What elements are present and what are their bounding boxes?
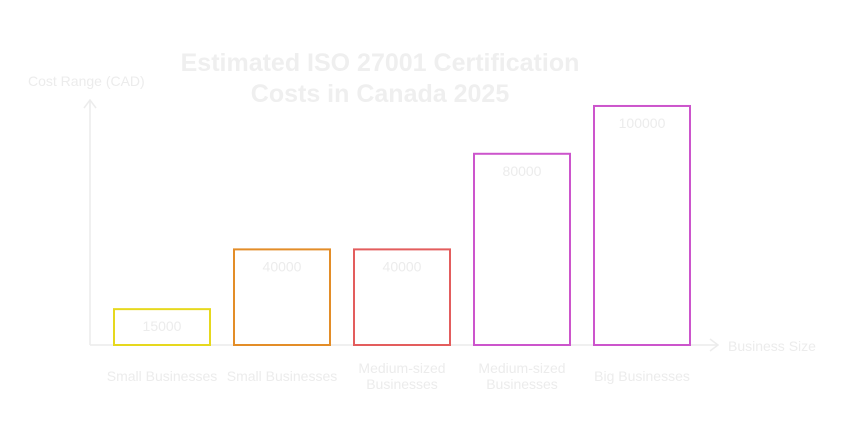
x-tick-label: Medium-sized Businesses [478,360,566,392]
bar [233,248,331,346]
x-axis-label: Business Size [728,338,816,354]
value-label: 80000 [503,163,542,179]
value-label: 40000 [263,258,302,274]
x-axis-arrow [709,338,720,352]
value-label: 15000 [143,318,182,334]
y-axis-label: Cost Range (CAD) [28,73,145,89]
x-tick-label: Big Businesses [594,368,690,384]
x-tick-label: Small Businesses [226,368,338,384]
value-label: 100000 [619,115,666,131]
x-tick-label: Medium-sized Businesses [358,360,446,392]
bar [353,248,451,346]
y-axis-arrow [83,98,97,109]
chart-title: Estimated ISO 27001 Certification Costs … [180,49,580,108]
bar [473,152,571,346]
value-label: 40000 [383,258,422,274]
x-tick-label: Small Businesses [106,368,218,384]
bar [113,308,211,346]
bar [593,104,691,346]
